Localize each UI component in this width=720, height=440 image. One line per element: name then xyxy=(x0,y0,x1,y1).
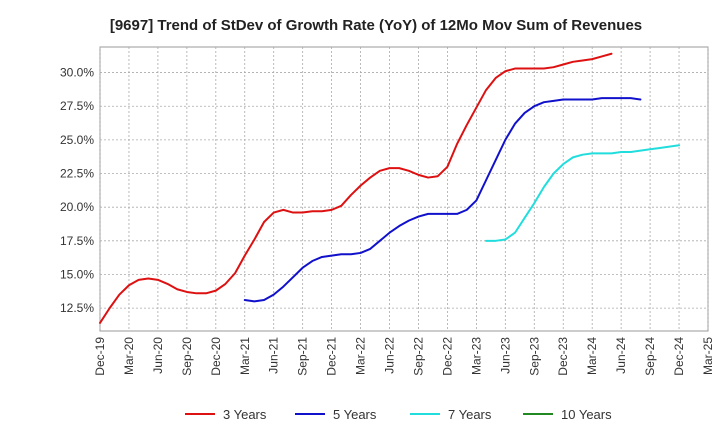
x-tick-label: Jun-23 xyxy=(498,337,512,374)
x-tick-label: Mar-24 xyxy=(585,337,599,375)
y-tick-label: 12.5% xyxy=(60,301,94,315)
x-tick-label: Mar-22 xyxy=(354,337,368,375)
x-tick-label: Jun-20 xyxy=(151,337,165,374)
y-axis: 12.5% 15.0% 17.5% 20.0% 22.5% 25.0% 27.5% 30.0% xyxy=(60,66,94,316)
x-tick-label: Mar-20 xyxy=(122,337,136,375)
y-tick-label: 25.0% xyxy=(60,133,94,147)
x-tick-label: Sep-24 xyxy=(643,337,657,376)
legend: 3 Years 5 Years 7 Years 10 Years xyxy=(185,407,612,422)
grid xyxy=(99,46,709,332)
x-tick-label: Jun-24 xyxy=(614,337,628,374)
legend-label: 5 Years xyxy=(333,407,377,422)
x-tick-label: Mar-21 xyxy=(238,337,252,375)
y-tick-label: 30.0% xyxy=(60,66,94,80)
x-tick-label: Jun-22 xyxy=(383,337,397,374)
x-tick-label: Jun-21 xyxy=(267,337,281,374)
x-tick-label: Sep-22 xyxy=(411,337,425,376)
x-tick-label: Dec-24 xyxy=(672,337,686,376)
legend-label: 7 Years xyxy=(448,407,492,422)
y-tick-label: 15.0% xyxy=(60,267,94,281)
y-tick-label: 27.5% xyxy=(60,99,94,113)
x-tick-label: Dec-23 xyxy=(556,337,570,376)
x-tick-label: Dec-19 xyxy=(93,337,107,376)
x-tick-label: Dec-20 xyxy=(209,337,223,376)
x-tick-label: Dec-22 xyxy=(440,337,454,376)
plot-frame xyxy=(99,46,709,332)
series-line xyxy=(243,97,642,303)
x-tick-label: Dec-21 xyxy=(325,337,339,376)
y-tick-label: 20.0% xyxy=(60,200,94,214)
chart-title: [9697] Trend of StDev of Growth Rate (Yo… xyxy=(110,17,642,34)
y-tick-label: 17.5% xyxy=(60,234,94,248)
x-tick-label: Sep-20 xyxy=(180,337,194,376)
legend-label: 10 Years xyxy=(561,407,612,422)
x-tick-label: Mar-25 xyxy=(701,337,715,375)
x-axis: Dec-19 Mar-20 Jun-20 Sep-20 Dec-20 Mar-21 Jun-… xyxy=(93,337,715,376)
x-tick-label: Mar-23 xyxy=(469,337,483,375)
series-line xyxy=(99,52,613,324)
y-tick-label: 22.5% xyxy=(60,167,94,181)
plot-lines xyxy=(99,52,681,324)
x-tick-label: Sep-23 xyxy=(527,337,541,376)
x-tick-label: Sep-21 xyxy=(296,337,310,376)
series-line xyxy=(485,144,681,242)
legend-label: 3 Years xyxy=(223,407,267,422)
